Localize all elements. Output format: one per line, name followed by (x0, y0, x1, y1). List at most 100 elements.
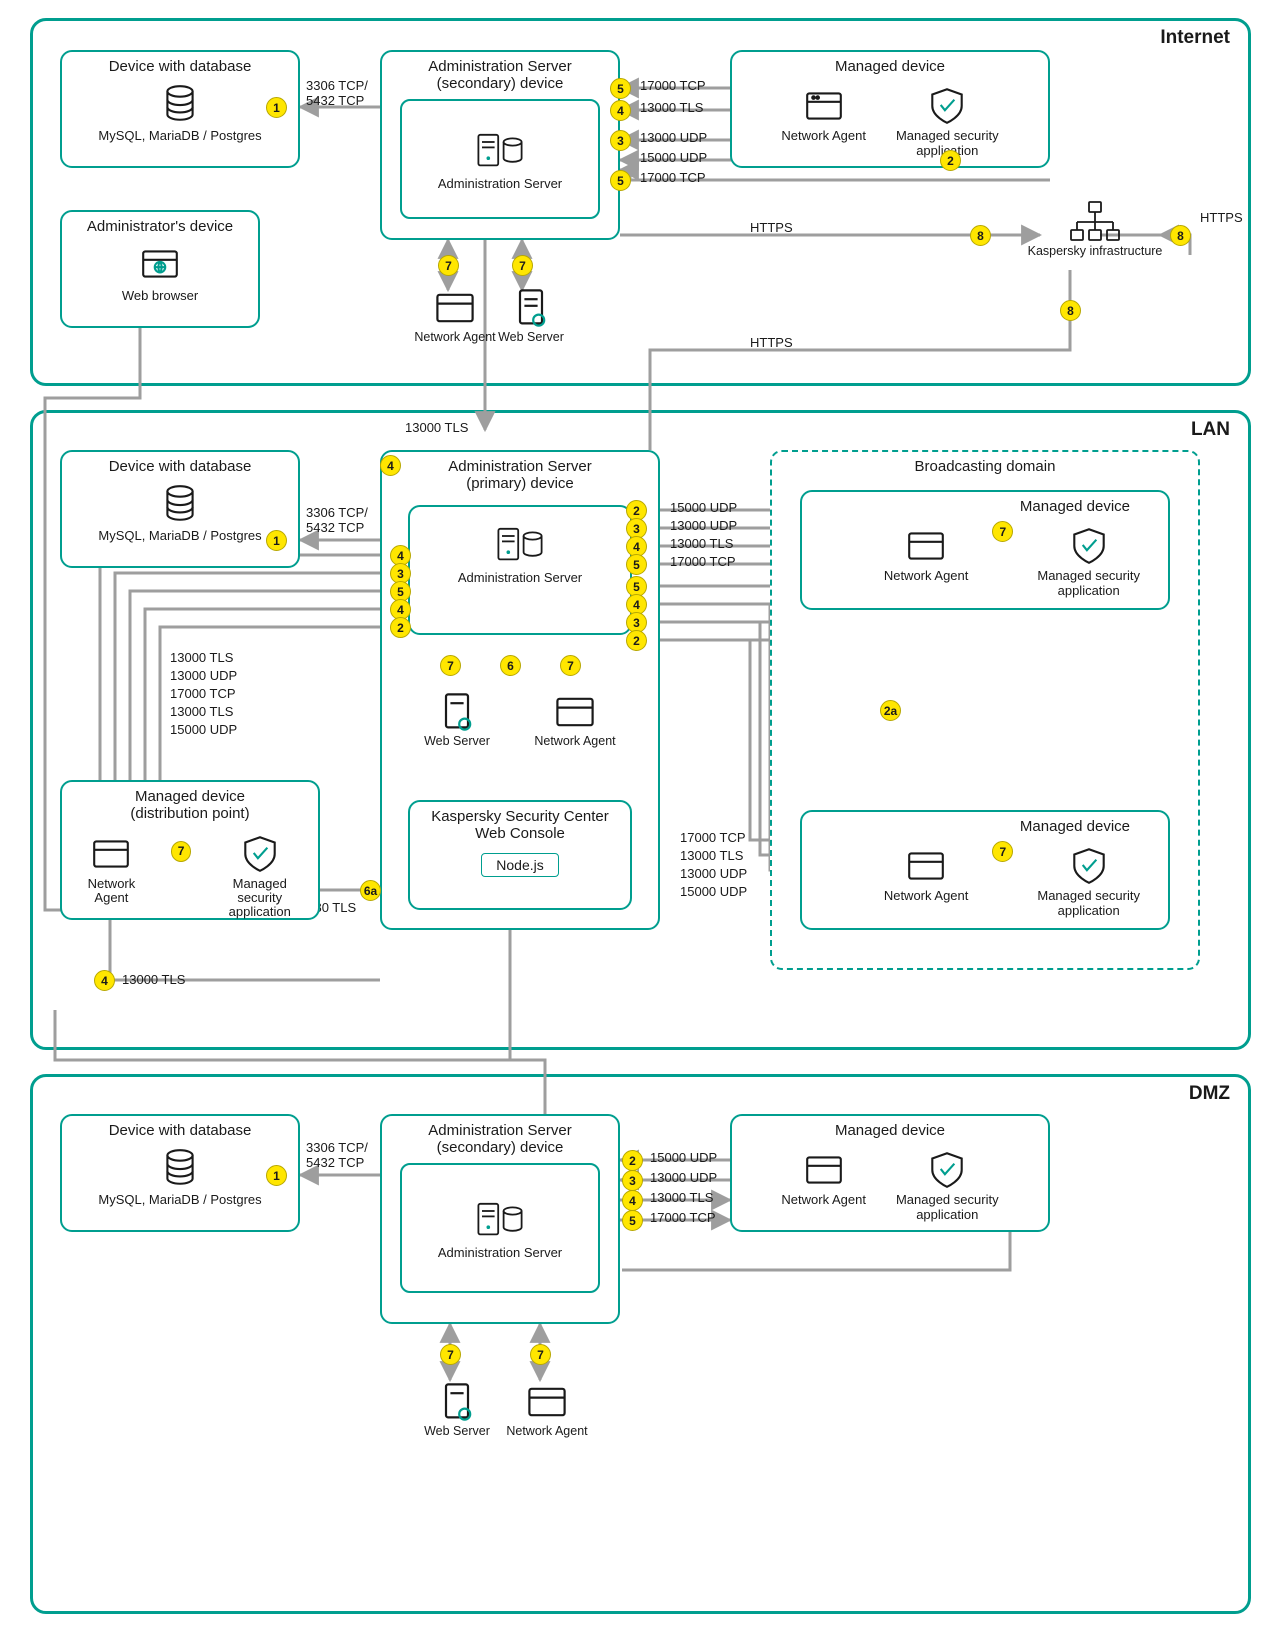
lan-db-node: Device with database MySQL, MariaDB / Po… (60, 450, 300, 568)
badge-internet-2: 2 (940, 150, 961, 171)
badge-internet-8c: 8 (1060, 300, 1081, 321)
kaspersky-infra: Kaspersky infrastructure (1020, 200, 1170, 258)
internet-web-server-label: Web Server (486, 330, 576, 344)
shield-icon (239, 833, 281, 875)
lan-rb-3: 15000 UDP (680, 884, 747, 899)
lan-ksc-node: Kaspersky Security Center Web Console No… (408, 800, 632, 910)
lan-inner-server-sub: Administration Server (458, 571, 582, 585)
badge-internet-5b: 5 (610, 170, 631, 191)
lan-managed-bot-title: Managed device (1020, 818, 1130, 835)
internet-db-title: Device with database (109, 58, 252, 75)
badge-lan-rt-3: 5 (626, 554, 647, 575)
dmz-stack-2: 13000 TLS (650, 1190, 713, 1205)
lan-db-sub: MySQL, MariaDB / Postgres (98, 529, 261, 543)
agent-icon (905, 845, 947, 887)
agent-icon (905, 525, 947, 567)
diagram-canvas: Internet LAN DMZ Device with database My… (10, 10, 1261, 1641)
badge-internet-3: 3 (610, 130, 631, 151)
internet-port-https-2: HTTPS (1200, 210, 1243, 225)
shield-icon (1068, 525, 1110, 567)
internet-admin-server-node: Administration Server (secondary) device… (380, 50, 620, 240)
agent-icon (433, 286, 477, 330)
badge-internet-7a: 7 (438, 255, 459, 276)
dmz-web-server-label: Web Server (412, 1424, 502, 1438)
lan-left-stack-2: 17000 TCP (170, 686, 236, 701)
server-icon (473, 129, 527, 173)
dmz-admin-server-sub: Administration Server (438, 1246, 562, 1260)
badge-lan-7m2: 7 (992, 841, 1013, 862)
lan-managed-bot-app: Managed security application (1037, 889, 1140, 918)
lan-rt-2: 13000 TLS (670, 536, 733, 551)
lan-port-db: 3306 TCP/ 5432 TCP (306, 505, 368, 535)
agent-icon (525, 1380, 569, 1424)
badge-internet-7b: 7 (512, 255, 533, 276)
badge-dmz-s1: 3 (622, 1170, 643, 1191)
badge-dmz-s2: 4 (622, 1190, 643, 1211)
lan-managed-top: Managed device Network Agent 7 Managed s… (800, 490, 1170, 610)
webserver-icon (435, 1380, 479, 1424)
lan-net-agent: Network Agent (530, 690, 620, 748)
dmz-stack-1: 13000 UDP (650, 1170, 717, 1185)
lan-rt-1: 13000 UDP (670, 518, 737, 533)
dmz-managed-node: Managed device Network Agent Managed sec… (730, 1114, 1050, 1232)
webserver-icon (435, 690, 479, 734)
agent-icon (803, 1149, 845, 1191)
lan-web-server-label: Web Server (412, 734, 502, 748)
badge-lan-7b: 7 (560, 655, 581, 676)
internet-port-https-1: HTTPS (750, 220, 793, 235)
internet-managed-node: Managed device Network Agent Managed sec… (730, 50, 1050, 168)
zone-lan-label: LAN (1191, 419, 1230, 441)
lan-dist-app: Managed security application (209, 877, 310, 920)
badge-internet-5a: 5 (610, 78, 631, 99)
badge-lan-4top: 4 (380, 455, 401, 476)
dmz-managed-app: Managed security application (896, 1193, 999, 1222)
network-icon (1067, 200, 1123, 244)
lan-rt-3: 17000 TCP (670, 554, 736, 569)
dmz-stack-3: 17000 TCP (650, 1210, 716, 1225)
lan-managed-top-app: Managed security application (1037, 569, 1140, 598)
agent-icon (90, 833, 132, 875)
internet-managed-agent-label: Network Agent (781, 129, 866, 143)
lan-inner-server: Administration Server (408, 505, 632, 635)
internet-db-node: Device with database MySQL, MariaDB / Po… (60, 50, 300, 168)
dmz-db-sub: MySQL, MariaDB / Postgres (98, 1193, 261, 1207)
zone-dmz-label: DMZ (1189, 1083, 1230, 1105)
badge-internet-8b: 8 (1170, 225, 1191, 246)
dmz-net-agent-label: Network Agent (502, 1424, 592, 1438)
lan-managed-top-agent: Network Agent (884, 569, 969, 583)
internet-port-db: 3306 TCP/ 5432 TCP (306, 78, 368, 108)
database-icon (159, 483, 201, 525)
badge-dmz-s3: 5 (622, 1210, 643, 1231)
badge-lan-7dp: 7 (171, 841, 192, 862)
database-icon (159, 1147, 201, 1189)
badge-lan-4bot: 4 (94, 970, 115, 991)
webserver-icon (509, 286, 553, 330)
internet-port-13000tls: 13000 TLS (640, 100, 703, 115)
lan-managed-bot-agent: Network Agent (884, 889, 969, 903)
lan-port-13000tls-bot: 13000 TLS (122, 972, 185, 987)
lan-rt-0: 15000 UDP (670, 500, 737, 515)
lan-dist-point-title: Managed device (distribution point) (130, 788, 249, 823)
lan-left-stack-3: 13000 TLS (170, 704, 233, 719)
badge-internet-8a: 8 (970, 225, 991, 246)
lan-managed-bot: Managed device Network Agent 7 Managed s… (800, 810, 1170, 930)
badge-dmz-7a: 7 (440, 1344, 461, 1365)
server-icon (473, 1198, 527, 1242)
badge-lan-7m1: 7 (992, 521, 1013, 542)
lan-dist-agent: Network Agent (70, 877, 153, 906)
browser-icon (139, 243, 181, 285)
internet-port-13000udp: 13000 UDP (640, 130, 707, 145)
agent-icon (803, 85, 845, 127)
internet-port-17000tcp2: 17000 TCP (640, 170, 706, 185)
agent-icon (553, 690, 597, 734)
internet-port-15000udp: 15000 UDP (640, 150, 707, 165)
lan-rb-1: 13000 TLS (680, 848, 743, 863)
internet-managed-title: Managed device (835, 58, 945, 75)
internet-admin-device-node: Administrator's device Web browser (60, 210, 260, 328)
lan-left-stack-4: 15000 UDP (170, 722, 237, 737)
dmz-db-node: Device with database MySQL, MariaDB / Po… (60, 1114, 300, 1232)
dmz-admin-server-title: Administration Server (secondary) device (428, 1122, 571, 1157)
shield-icon (926, 1149, 968, 1191)
badge-internet-4: 4 (610, 100, 631, 121)
internet-port-17000tcp: 17000 TCP (640, 78, 706, 93)
